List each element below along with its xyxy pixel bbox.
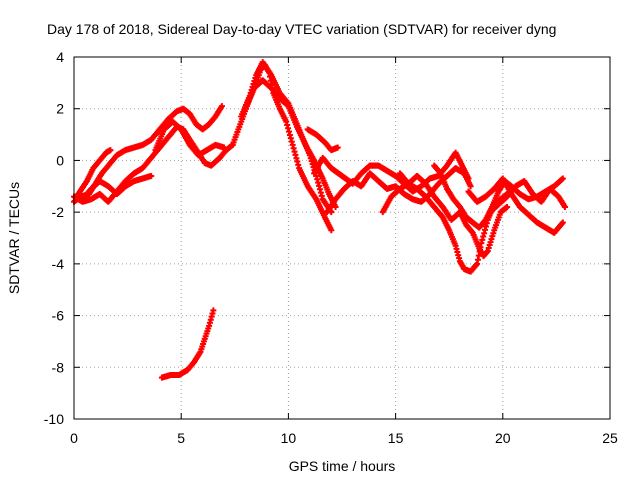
data-point (561, 203, 568, 210)
data-point (148, 172, 155, 179)
series-arc-q (158, 307, 217, 381)
data-point (218, 103, 225, 110)
data-point (210, 307, 217, 314)
series-arc-c (81, 172, 155, 200)
series-arc-i (304, 126, 341, 154)
series-arc-e (152, 118, 228, 159)
y-axis-label: SDTVAR / TECUs (6, 182, 22, 294)
series-arc-p (486, 178, 568, 216)
x-axis: 0 5 10 15 20 25 (70, 57, 618, 446)
chart-title: Day 178 of 2018, Sidereal Day-to-day VTE… (47, 21, 556, 37)
x-tick-label: 20 (495, 430, 511, 446)
grid (74, 57, 610, 419)
data-point (504, 203, 511, 210)
data-point (107, 147, 114, 154)
y-tick-label: -4 (52, 256, 65, 272)
y-tick-label: -6 (52, 308, 65, 324)
series-arc-d (75, 147, 114, 198)
data-point (559, 219, 566, 226)
y-tick-label: 4 (56, 49, 64, 65)
x-tick-label: 25 (602, 430, 618, 446)
data-point (334, 144, 341, 151)
data-point (328, 227, 335, 234)
series-arc-h (242, 77, 339, 210)
y-tick-label: -2 (52, 204, 65, 220)
series-arc-f (229, 61, 335, 234)
x-axis-label: GPS time / hours (289, 458, 396, 474)
series-arc-m (396, 170, 511, 260)
data-point (221, 144, 228, 151)
y-tick-label: -10 (44, 411, 64, 427)
x-tick-label: 0 (70, 430, 78, 446)
plot-frame (73, 56, 611, 420)
series-arc-a (71, 103, 225, 205)
x-tick-label: 5 (177, 430, 185, 446)
series-arc-o (465, 175, 566, 236)
data-point (559, 175, 566, 182)
x-tick-label: 15 (388, 430, 404, 446)
y-axis: 4 2 0 -2 -4 -6 -8 -10 (44, 49, 610, 427)
data-point (467, 183, 474, 190)
y-tick-label: -8 (52, 359, 65, 375)
plot-area (71, 59, 568, 381)
y-tick-label: 0 (56, 152, 64, 168)
x-tick-label: 10 (281, 430, 297, 446)
y-tick-label: 2 (56, 101, 64, 117)
